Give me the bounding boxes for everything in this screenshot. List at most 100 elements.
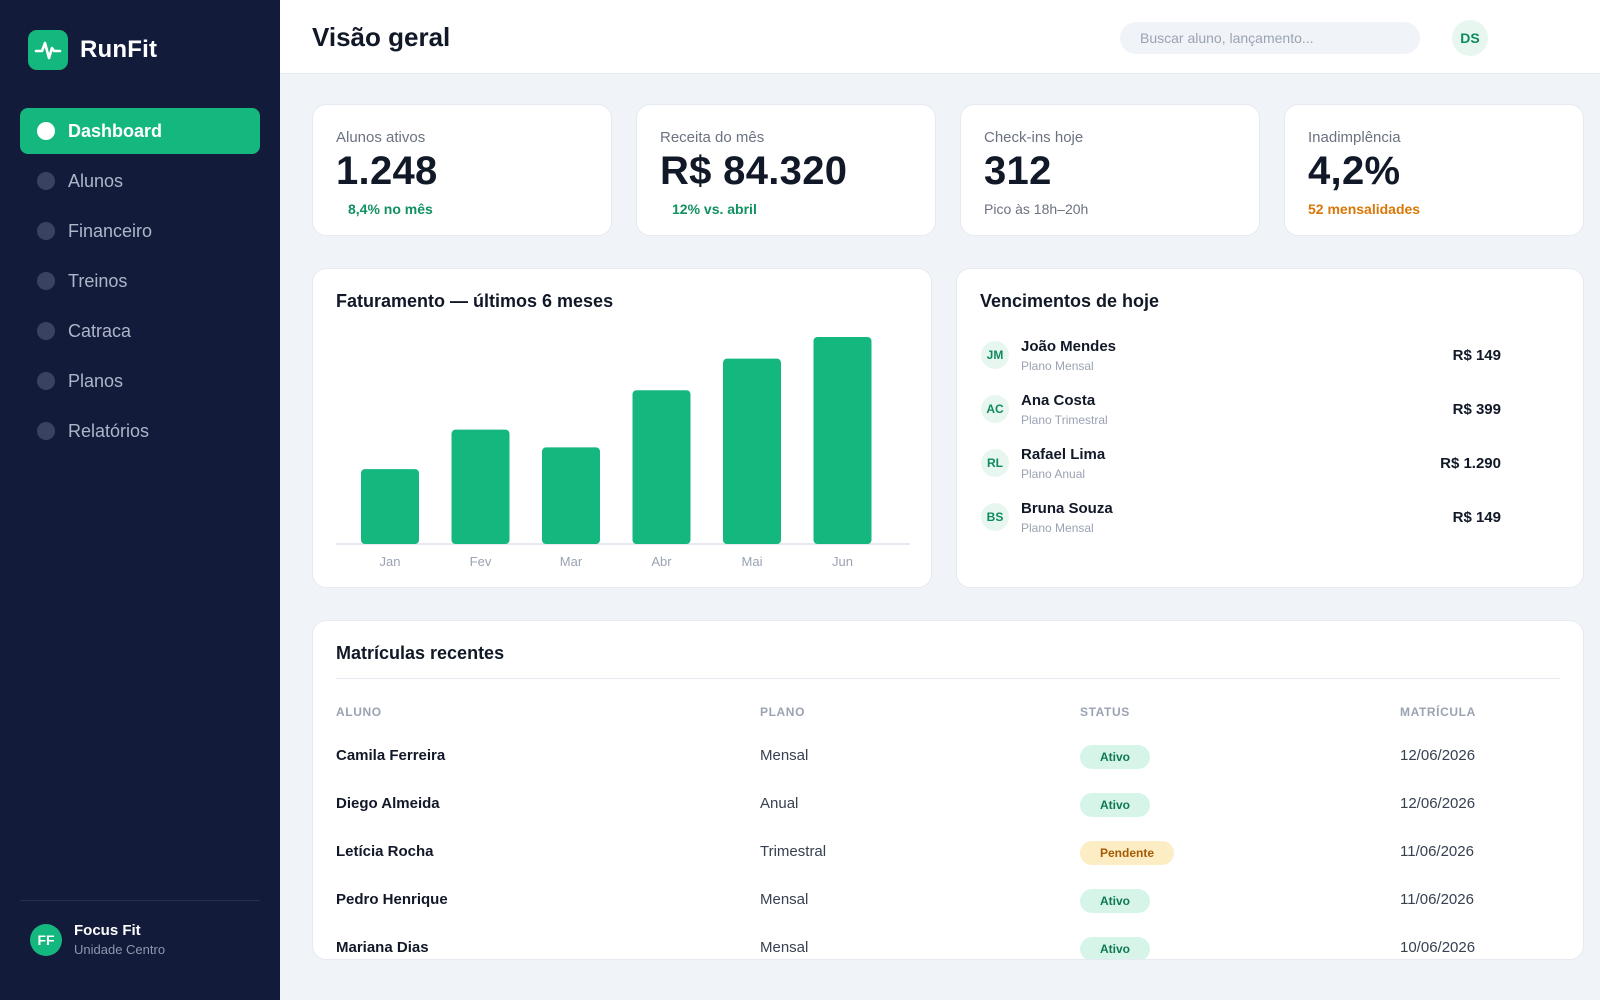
cell-date: 10/06/2026: [1400, 939, 1476, 956]
header: Visão geral DS: [280, 0, 1600, 74]
cell-date: 11/06/2026: [1400, 891, 1474, 908]
chart-bar-mar[interactable]: [542, 447, 600, 544]
status-badge: Ativo: [1080, 793, 1150, 817]
table-title: Matrículas recentes: [336, 643, 505, 663]
due-amount: R$ 149: [1452, 346, 1501, 364]
due-info: Ana Costa Plano Trimestral: [1021, 392, 1108, 427]
revenue-chart-card: Faturamento — últimos 6 meses Jan Fev Mar A…: [312, 268, 932, 588]
student-avatar: BS: [981, 503, 1009, 531]
student-name: João Mendes: [1021, 337, 1117, 355]
sidebar-item-catraca[interactable]: Catraca: [20, 308, 260, 354]
sidebar-item-label: Dashboard: [68, 120, 163, 141]
cell-plan: Mensal: [760, 747, 809, 764]
status-badge: Pendente: [1080, 841, 1175, 865]
chart-title: Faturamento — últimos 6 meses: [336, 291, 614, 311]
kpi-card-alunos-ativos: Alunos ativos 1.248 8,4% no mês: [312, 104, 612, 236]
page-title: Visão geral: [312, 22, 451, 52]
dot-icon: [37, 372, 55, 390]
chart-tick-label: Fev: [470, 554, 492, 569]
sidebar-item-relatorios[interactable]: Relatórios: [20, 408, 260, 454]
column-header-status: STATUS: [1080, 705, 1130, 719]
due-item[interactable]: RL Rafael Lima Plano Anual R$ 1.290: [981, 441, 1501, 485]
sidebar-item-label: Planos: [68, 370, 124, 391]
due-amount: R$ 149: [1452, 508, 1501, 526]
kpi-trend: 8,4% no mês: [348, 201, 433, 217]
sidebar-item-alunos[interactable]: Alunos: [20, 158, 260, 204]
unit-switcher[interactable]: FF Focus Fit Unidade Centro: [30, 922, 165, 957]
chart-bar-jan[interactable]: [361, 469, 419, 544]
student-plan: Plano Trimestral: [1021, 412, 1108, 427]
cell-date: 11/06/2026: [1400, 843, 1474, 860]
table-row[interactable]: Pedro Henrique Mensal Ativo 11/06/2026: [313, 881, 1583, 921]
unit-text: Focus Fit Unidade Centro: [74, 922, 165, 957]
sidebar-item-planos[interactable]: Planos: [20, 358, 260, 404]
column-header-aluno: ALUNO: [336, 705, 382, 719]
chart-tick-label: Abr: [651, 554, 672, 569]
pulse-icon: [28, 30, 68, 70]
dot-icon: [37, 322, 55, 340]
due-item[interactable]: BS Bruna Souza Plano Mensal R$ 149: [981, 495, 1501, 539]
unit-name: Focus Fit: [74, 922, 141, 939]
search-input[interactable]: [1120, 22, 1420, 54]
student-name: Ana Costa: [1021, 391, 1096, 409]
table-row[interactable]: Diego Almeida Anual Ativo 12/06/2026: [313, 785, 1583, 825]
brand[interactable]: RunFit: [28, 30, 157, 70]
student-plan: Plano Anual: [1021, 466, 1086, 481]
dot-icon: [37, 172, 55, 190]
kpi-label: Inadimplência: [1308, 129, 1401, 146]
status-badge: Ativo: [1080, 937, 1150, 959]
sidebar-divider: [20, 900, 260, 901]
sidebar-nav: Dashboard Alunos Financeiro Treinos Catr…: [20, 108, 260, 458]
table-divider: [336, 678, 1560, 679]
student-avatar: JM: [981, 341, 1009, 369]
sidebar-item-dashboard[interactable]: Dashboard: [20, 108, 260, 154]
sidebar: RunFit Dashboard Alunos Financeiro Trein…: [0, 0, 280, 1000]
kpi-value: 312: [984, 149, 1052, 193]
unit-subtitle: Unidade Centro: [74, 942, 166, 957]
revenue-chart: Jan Fev Mar Abr Mai Jun: [336, 337, 910, 569]
kpi-value: R$ 84.320: [660, 149, 848, 193]
chart-tick-label: Mai: [742, 554, 763, 569]
cell-plan: Mensal: [760, 939, 809, 956]
due-info: Rafael Lima Plano Anual: [1021, 446, 1105, 481]
kpi-label: Alunos ativos: [336, 129, 426, 146]
dot-icon: [37, 422, 55, 440]
chart-bar-fev[interactable]: [451, 429, 510, 544]
sidebar-item-treinos[interactable]: Treinos: [20, 258, 260, 304]
chart-bar-mai[interactable]: [723, 358, 781, 544]
due-item[interactable]: AC Ana Costa Plano Trimestral R$ 399: [981, 387, 1501, 431]
kpi-card-receita-mes: Receita do mês R$ 84.320 12% vs. abril: [636, 104, 936, 236]
kpi-card-inadimplencia: Inadimplência 4,2% 52 mensalidades: [1284, 104, 1584, 236]
due-today-title: Vencimentos de hoje: [980, 291, 1160, 311]
student-avatar: AC: [981, 395, 1009, 423]
kpi-warning: 52 mensalidades: [1308, 201, 1421, 217]
user-avatar[interactable]: DS: [1452, 20, 1488, 56]
cell-student: Mariana Dias: [336, 939, 429, 956]
sidebar-item-label: Treinos: [68, 270, 128, 291]
kpi-value: 1.248: [336, 149, 438, 193]
cell-plan: Mensal: [760, 891, 809, 908]
table-row[interactable]: Mariana Dias Mensal Ativo 10/06/2026: [313, 929, 1583, 959]
chart-tick-label: Mar: [560, 554, 583, 569]
cell-student: Diego Almeida: [336, 795, 440, 812]
chart-bar-abr[interactable]: [632, 390, 691, 544]
due-amount: R$ 1.290: [1440, 454, 1501, 472]
cell-student: Pedro Henrique: [336, 891, 448, 908]
table-row[interactable]: Camila Ferreira Mensal Ativo 12/06/2026: [313, 737, 1583, 777]
sidebar-item-label: Catraca: [68, 320, 132, 341]
kpi-label: Check-ins hoje: [984, 129, 1084, 146]
due-item[interactable]: JM João Mendes Plano Mensal R$ 149: [981, 333, 1501, 377]
status-badge: Ativo: [1080, 889, 1150, 913]
chart-tick-label: Jan: [380, 554, 401, 569]
dot-icon: [37, 122, 55, 140]
sidebar-item-financeiro[interactable]: Financeiro: [20, 208, 260, 254]
sidebar-item-label: Alunos: [68, 170, 124, 191]
due-amount: R$ 399: [1452, 400, 1501, 418]
kpi-label: Receita do mês: [660, 129, 765, 146]
table-row[interactable]: Letícia Rocha Trimestral Pendente 11/06/…: [313, 833, 1583, 873]
student-avatar: RL: [981, 449, 1009, 477]
chart-bar-jun[interactable]: [813, 337, 872, 544]
sidebar-item-label: Financeiro: [68, 220, 153, 241]
recent-enrollments-card: Matrículas recentes ALUNO PLANO STATUS M…: [312, 620, 1584, 960]
dot-icon: [37, 272, 55, 290]
